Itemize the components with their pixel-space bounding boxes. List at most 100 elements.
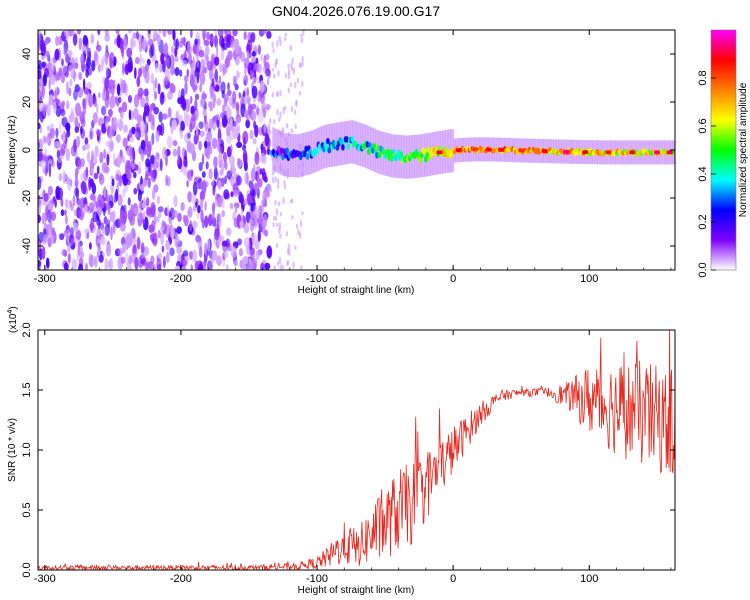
noise-cell (183, 75, 189, 82)
noise-cell (208, 72, 213, 82)
noise-cell (174, 55, 179, 63)
noise-cell (157, 206, 164, 213)
noise-cell (108, 194, 114, 206)
noise-cell (145, 197, 150, 207)
noise-cell (218, 213, 222, 228)
noise-cell (302, 30, 305, 37)
noise-cell (206, 31, 210, 41)
noise-cell (81, 44, 88, 54)
colorbar-tick-label: 0.4 (697, 166, 709, 181)
noise-cell (127, 209, 132, 221)
noise-cell (271, 41, 274, 49)
noise-cell (104, 258, 109, 270)
noise-cell (138, 212, 143, 220)
noise-cell (103, 216, 108, 225)
ridge-cell (341, 144, 345, 151)
noise-cell (287, 72, 290, 80)
noise-cell (110, 226, 113, 241)
noise-cell (204, 253, 207, 267)
ridge-halo (273, 128, 277, 172)
noise-cell (42, 135, 47, 144)
noise-cell (137, 91, 143, 100)
noise-cell (190, 169, 194, 177)
noise-cell (138, 41, 143, 53)
ridge-halo (345, 121, 348, 165)
noise-cell (284, 32, 288, 37)
noise-cell (265, 53, 270, 61)
noise-cell (235, 101, 240, 111)
noise-cell (143, 197, 146, 209)
noise-cell (96, 44, 102, 52)
noise-cell (103, 185, 107, 198)
noise-cell (132, 32, 137, 39)
noise-cell (122, 37, 128, 50)
noise-cell (72, 222, 79, 233)
noise-cell (149, 46, 154, 59)
noise-cell (252, 76, 256, 84)
noise-cell (131, 163, 136, 170)
x-tick-label: 100 (580, 573, 598, 585)
noise-cell (216, 98, 222, 106)
noise-cell (230, 245, 237, 259)
noise-cell (245, 95, 252, 105)
colorbar: 0.0 0.2 0.4 0.6 0.8 Normalized spectral ampl… (697, 29, 749, 278)
colorbar-tick-label: 0.2 (697, 214, 709, 229)
noise-cell (299, 219, 303, 228)
noise-cell (65, 81, 70, 95)
noise-cell (256, 77, 260, 85)
noise-cell (226, 170, 233, 180)
noise-cell (261, 219, 267, 229)
noise-cell (79, 246, 84, 254)
noise-cell (74, 126, 80, 133)
noise-cell (179, 130, 184, 140)
ridge-cell (372, 142, 377, 150)
noise-cell (77, 198, 84, 210)
noise-cell (101, 227, 106, 236)
noise-cell (65, 147, 71, 161)
noise-cell (82, 35, 89, 47)
ridge-cell (375, 152, 379, 159)
noise-cell (146, 206, 152, 216)
noise-cell (120, 256, 126, 264)
noise-cell (140, 139, 146, 151)
noise-cell (201, 93, 207, 100)
noise-cell (67, 49, 73, 58)
noise-cell (250, 32, 256, 43)
noise-cell (185, 98, 191, 113)
noise-cell (276, 40, 279, 48)
noise-cell (167, 90, 173, 100)
noise-cell (221, 160, 225, 174)
noise-cell (41, 246, 46, 260)
noise-cell (300, 265, 303, 270)
noise-cell (234, 205, 238, 214)
noise-cell (166, 204, 170, 216)
noise-cell (70, 57, 76, 69)
ridge-cell (418, 156, 423, 164)
noise-cell (189, 70, 193, 83)
noise-cell (301, 62, 304, 68)
noise-cell (232, 30, 238, 37)
noise-cell (137, 167, 142, 175)
x-tick-label: -300 (34, 573, 56, 585)
noise-cell (272, 48, 275, 54)
noise-cell (105, 66, 109, 77)
spectrogram-x-ticks: -300 -200 -100 0 100 (34, 30, 672, 285)
noise-cell (164, 57, 170, 66)
noise-cell (233, 189, 239, 198)
ridge-cell (324, 145, 329, 152)
noise-cell (38, 34, 41, 44)
signal-ridge (270, 120, 675, 179)
noise-cell (97, 30, 101, 36)
noise-cell (198, 140, 202, 151)
noise-cell (184, 149, 188, 161)
ridge-cell (444, 146, 449, 153)
noise-cell (55, 35, 60, 47)
noise-cell (237, 157, 241, 167)
noise-cell (224, 57, 231, 68)
noise-cell (257, 44, 261, 55)
noise-cell (265, 68, 271, 77)
noise-cell (220, 81, 226, 94)
snr-y-ticks: 0.0 0.5 1.0 1.5 2.0 (21, 322, 675, 578)
noise-cell (139, 67, 143, 77)
noise-cell (51, 227, 55, 237)
